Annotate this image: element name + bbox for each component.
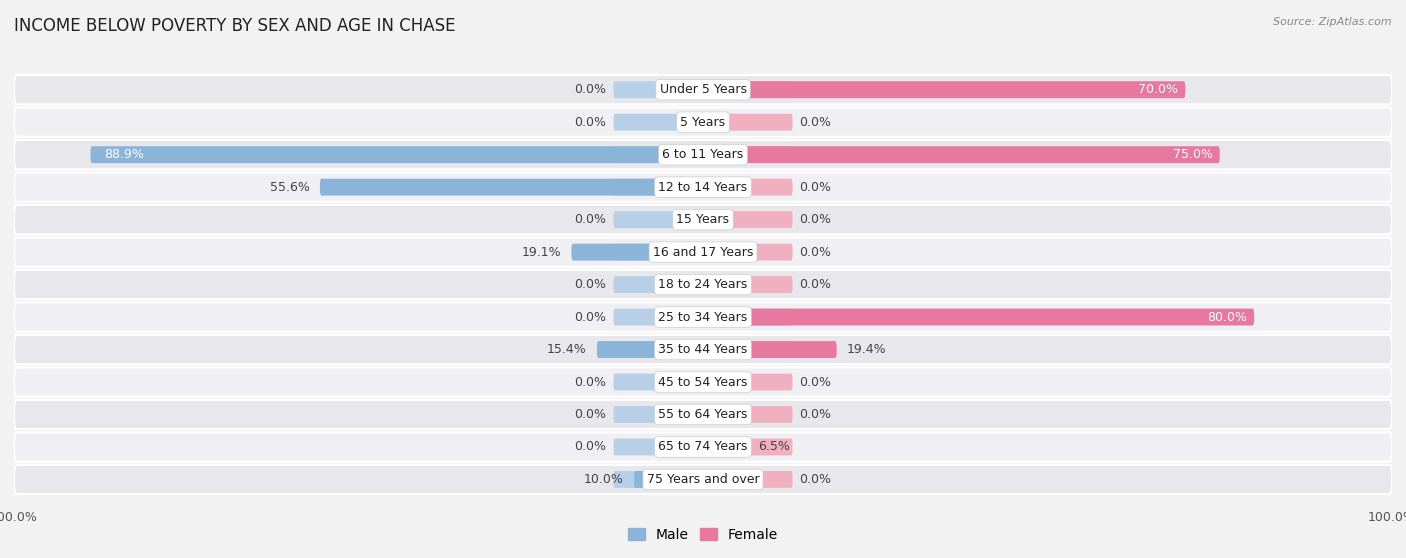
Text: 15.4%: 15.4% [547, 343, 586, 356]
Text: 45 to 54 Years: 45 to 54 Years [658, 376, 748, 388]
Text: 0.0%: 0.0% [575, 408, 606, 421]
Text: 88.9%: 88.9% [104, 148, 145, 161]
FancyBboxPatch shape [703, 439, 793, 455]
Text: 0.0%: 0.0% [575, 116, 606, 129]
FancyBboxPatch shape [613, 244, 703, 261]
FancyBboxPatch shape [613, 471, 703, 488]
Text: 0.0%: 0.0% [800, 278, 831, 291]
Text: 0.0%: 0.0% [800, 213, 831, 226]
FancyBboxPatch shape [613, 81, 703, 98]
Text: 0.0%: 0.0% [800, 181, 831, 194]
Text: 5 Years: 5 Years [681, 116, 725, 129]
FancyBboxPatch shape [634, 471, 703, 488]
Text: 0.0%: 0.0% [800, 408, 831, 421]
Text: 0.0%: 0.0% [575, 213, 606, 226]
Text: 65 to 74 Years: 65 to 74 Years [658, 440, 748, 454]
FancyBboxPatch shape [90, 146, 703, 163]
FancyBboxPatch shape [14, 432, 1392, 461]
FancyBboxPatch shape [613, 373, 703, 391]
FancyBboxPatch shape [703, 179, 793, 196]
Text: 10.0%: 10.0% [583, 473, 624, 486]
FancyBboxPatch shape [703, 276, 793, 293]
FancyBboxPatch shape [14, 465, 1392, 494]
FancyBboxPatch shape [703, 341, 793, 358]
Text: 55.6%: 55.6% [270, 181, 309, 194]
FancyBboxPatch shape [703, 373, 793, 391]
FancyBboxPatch shape [703, 114, 793, 131]
FancyBboxPatch shape [14, 400, 1392, 429]
Text: 35 to 44 Years: 35 to 44 Years [658, 343, 748, 356]
Text: 0.0%: 0.0% [575, 278, 606, 291]
Text: 12 to 14 Years: 12 to 14 Years [658, 181, 748, 194]
FancyBboxPatch shape [703, 439, 748, 455]
FancyBboxPatch shape [571, 244, 703, 261]
FancyBboxPatch shape [14, 108, 1392, 137]
FancyBboxPatch shape [598, 341, 703, 358]
Text: 55 to 64 Years: 55 to 64 Years [658, 408, 748, 421]
FancyBboxPatch shape [703, 81, 1185, 98]
FancyBboxPatch shape [703, 309, 1254, 325]
Text: 0.0%: 0.0% [800, 376, 831, 388]
Text: 0.0%: 0.0% [575, 311, 606, 324]
FancyBboxPatch shape [703, 211, 793, 228]
FancyBboxPatch shape [613, 276, 703, 293]
FancyBboxPatch shape [703, 406, 793, 423]
Text: 0.0%: 0.0% [575, 83, 606, 96]
FancyBboxPatch shape [703, 81, 793, 98]
FancyBboxPatch shape [14, 238, 1392, 267]
Text: 19.4%: 19.4% [846, 343, 887, 356]
Text: 0.0%: 0.0% [575, 376, 606, 388]
FancyBboxPatch shape [703, 341, 837, 358]
FancyBboxPatch shape [321, 179, 703, 196]
FancyBboxPatch shape [14, 270, 1392, 299]
FancyBboxPatch shape [613, 179, 703, 196]
Text: 25 to 34 Years: 25 to 34 Years [658, 311, 748, 324]
Text: 0.0%: 0.0% [800, 116, 831, 129]
Text: 75 Years and over: 75 Years and over [647, 473, 759, 486]
FancyBboxPatch shape [613, 211, 703, 228]
Text: 16 and 17 Years: 16 and 17 Years [652, 246, 754, 258]
FancyBboxPatch shape [703, 146, 1219, 163]
FancyBboxPatch shape [14, 140, 1392, 169]
Text: 15 Years: 15 Years [676, 213, 730, 226]
FancyBboxPatch shape [703, 309, 793, 325]
FancyBboxPatch shape [613, 406, 703, 423]
Text: 0.0%: 0.0% [575, 440, 606, 454]
Text: 75.0%: 75.0% [1173, 148, 1213, 161]
Text: Source: ZipAtlas.com: Source: ZipAtlas.com [1274, 17, 1392, 27]
FancyBboxPatch shape [14, 172, 1392, 202]
Text: 6.5%: 6.5% [758, 440, 790, 454]
FancyBboxPatch shape [703, 244, 793, 261]
FancyBboxPatch shape [14, 367, 1392, 397]
Text: Under 5 Years: Under 5 Years [659, 83, 747, 96]
FancyBboxPatch shape [14, 335, 1392, 364]
Text: 80.0%: 80.0% [1208, 311, 1247, 324]
Text: 6 to 11 Years: 6 to 11 Years [662, 148, 744, 161]
FancyBboxPatch shape [703, 146, 793, 163]
Text: 70.0%: 70.0% [1139, 83, 1178, 96]
FancyBboxPatch shape [14, 75, 1392, 104]
FancyBboxPatch shape [613, 114, 703, 131]
FancyBboxPatch shape [14, 302, 1392, 331]
FancyBboxPatch shape [613, 146, 703, 163]
FancyBboxPatch shape [613, 341, 703, 358]
Legend: Male, Female: Male, Female [623, 522, 783, 547]
Text: 0.0%: 0.0% [800, 473, 831, 486]
Text: 0.0%: 0.0% [800, 246, 831, 258]
Text: INCOME BELOW POVERTY BY SEX AND AGE IN CHASE: INCOME BELOW POVERTY BY SEX AND AGE IN C… [14, 17, 456, 35]
FancyBboxPatch shape [613, 439, 703, 455]
Text: 19.1%: 19.1% [522, 246, 561, 258]
Text: 18 to 24 Years: 18 to 24 Years [658, 278, 748, 291]
FancyBboxPatch shape [703, 471, 793, 488]
FancyBboxPatch shape [14, 205, 1392, 234]
FancyBboxPatch shape [613, 309, 703, 325]
